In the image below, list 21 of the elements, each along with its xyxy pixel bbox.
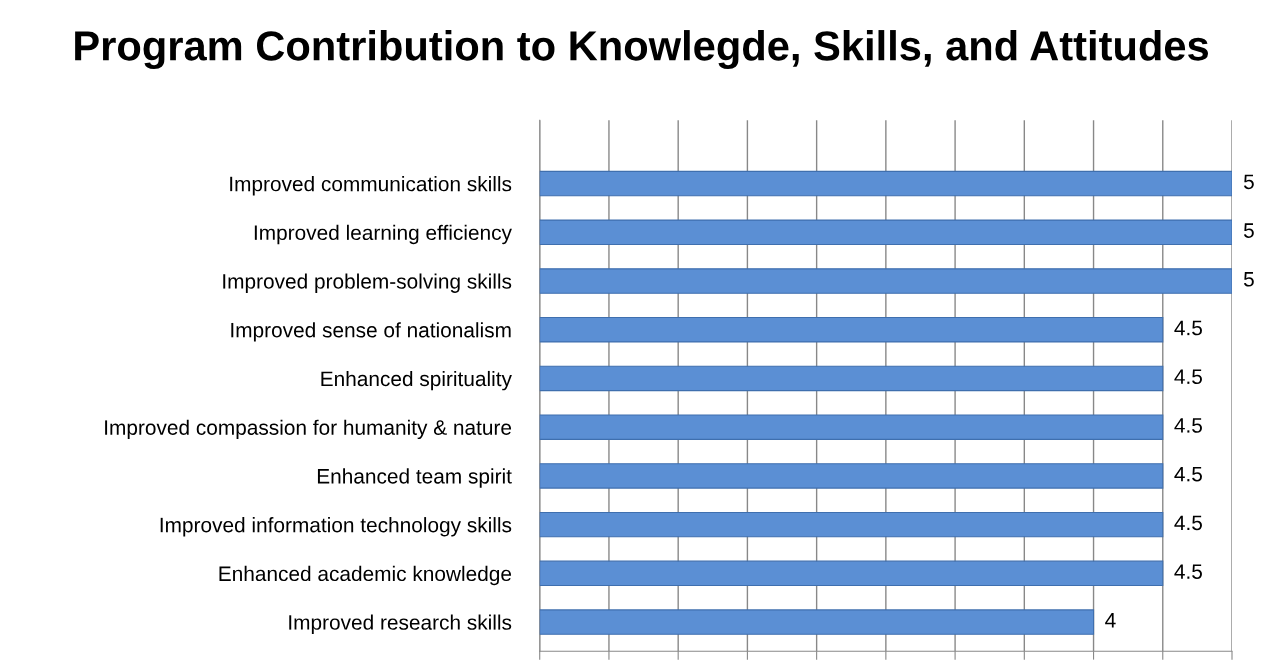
data-label: 4.5 [1174, 320, 1202, 336]
data-label: 4.5 [1174, 564, 1202, 579]
y-tick-label: Improved problem-solving skills [223, 273, 512, 293]
y-tick-label: Enhanced spirituality [321, 370, 512, 391]
y-tick-label: Enhanced academic knowledge [219, 565, 512, 586]
y-tick-label: Improved compassion for humanity & nature [105, 419, 512, 440]
y-tick-label: Improved communication skills [230, 176, 512, 196]
data-label: 5 [1243, 174, 1254, 190]
data-label: 4.5 [1174, 515, 1202, 531]
data-label: 5 [1243, 223, 1254, 238]
data-label: 4 [1105, 613, 1116, 628]
y-tick-label: Improved learning efficiency [254, 224, 512, 245]
y-tick-label: Improved information technology skills [160, 517, 512, 537]
data-label: 4.5 [1174, 418, 1202, 433]
data-label: 4.5 [1174, 466, 1202, 482]
data-label: 4.5 [1174, 369, 1202, 385]
chart-title: Program Contribution to Knowlegde, Skills, and Attitudes [75, 30, 1208, 70]
y-tick-label: Enhanced team spirit [317, 468, 512, 488]
y-tick-label: Improved research skills [289, 614, 512, 634]
data-label: 5 [1243, 272, 1254, 287]
y-tick-label: Improved sense of nationalism [231, 322, 511, 342]
